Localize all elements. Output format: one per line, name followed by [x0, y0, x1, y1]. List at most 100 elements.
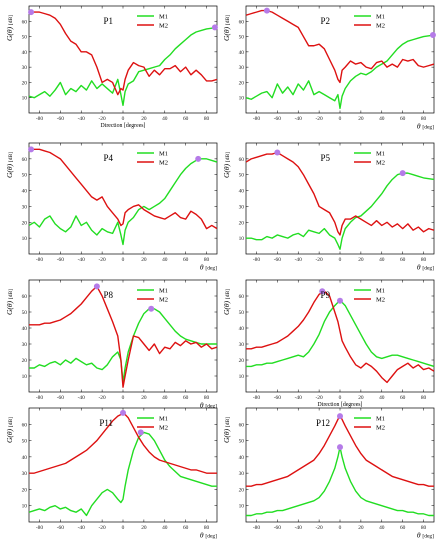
x-tick-label: 0 [339, 395, 342, 401]
y-axis-label: G(θ) [dB] [5, 152, 14, 178]
y-tick-label: 30 [239, 471, 245, 477]
y-tick-label: 10 [22, 96, 28, 102]
y-tick-label: 30 [239, 342, 245, 348]
y-tick-label: 30 [239, 204, 245, 210]
y-axis-label: G(θ) [dB] [5, 289, 14, 315]
series-line-m2 [246, 9, 434, 84]
x-tick-label: -20 [316, 257, 323, 263]
y-tick-label: 60 [239, 294, 245, 300]
y-tick-label: 60 [22, 294, 28, 300]
x-tick-label: -40 [78, 525, 85, 531]
legend-label-m2: M2 [376, 159, 385, 166]
y-tick-label: 40 [22, 455, 28, 461]
y-tick-label: 20 [239, 358, 245, 364]
y-axis-label: G(θ) [dB] [222, 417, 231, 443]
x-tick-label: -40 [78, 395, 85, 401]
y-tick-label: 20 [22, 487, 28, 493]
x-tick-label: 20 [141, 116, 147, 122]
series-line-m2 [29, 11, 217, 96]
y-tick-label: 50 [239, 310, 245, 316]
chart-title: P12 [316, 418, 330, 428]
x-tick-label: 40 [379, 257, 385, 263]
chart-title: P11 [99, 418, 113, 428]
y-axis-unit: [dB] [225, 15, 231, 25]
y-tick-label: 40 [22, 189, 28, 195]
peak-marker [28, 9, 35, 16]
y-tick-label: 40 [239, 189, 245, 195]
y-tick-label: 50 [22, 310, 28, 316]
x-axis-label: θ [deg] [417, 531, 434, 540]
y-tick-label: 40 [239, 455, 245, 461]
y-tick-label: 30 [22, 342, 28, 348]
x-tick-label: 0 [122, 116, 125, 122]
x-tick-label: 80 [204, 395, 210, 401]
chart-p12: -80 -60 -40 -20 0 20 40 60 80 10 20 30 40 50 60 G(θ) [d… [222, 407, 435, 540]
y-axis-unit: [dB] [8, 152, 14, 162]
y-axis-label: G(θ) [dB] [5, 417, 14, 443]
x-tick-label: 80 [204, 525, 210, 531]
x-tick-label: -20 [99, 395, 106, 401]
x-tick-label: -20 [316, 395, 323, 401]
legend-label-m1: M1 [159, 287, 168, 294]
x-tick-label: -60 [274, 116, 281, 122]
y-tick-label: 40 [239, 50, 245, 56]
y-tick-label: 30 [22, 65, 28, 71]
x-tick-label: 80 [421, 116, 427, 122]
chart-title: P5 [320, 153, 330, 163]
y-tick-label: 50 [239, 173, 245, 179]
x-tick-label: 20 [141, 257, 147, 263]
x-tick-label: 0 [339, 116, 342, 122]
series-line-m1 [246, 34, 434, 110]
peak-marker [274, 149, 281, 156]
y-tick-label: 50 [239, 35, 245, 41]
legend-label-m2: M2 [376, 22, 385, 29]
x-tick-label: 40 [162, 395, 168, 401]
x-tick-label: -40 [78, 116, 85, 122]
x-tick-label: -20 [316, 525, 323, 531]
y-tick-label: 60 [22, 157, 28, 163]
peak-marker [93, 283, 100, 290]
plot-frame [28, 407, 218, 523]
x-tick-label: -80 [36, 257, 43, 263]
y-tick-label: 10 [239, 96, 245, 102]
y-tick-label: 10 [239, 236, 245, 242]
peak-marker [337, 297, 343, 304]
peak-marker [28, 146, 35, 153]
x-tick-label: -40 [78, 257, 85, 263]
y-tick-label: 50 [239, 439, 245, 445]
legend-label-m1: M1 [376, 150, 385, 157]
x-tick-label: 20 [358, 257, 364, 263]
x-tick-label: 40 [162, 257, 168, 263]
chart-p5: -80 -60 -40 -20 0 20 40 60 80 10 20 30 40 50 60 G(θ) [d… [222, 142, 435, 272]
x-tick-label: -80 [253, 525, 260, 531]
y-axis-label: G(θ) [dB] [222, 289, 231, 315]
y-tick-label: 60 [239, 157, 245, 163]
y-axis-unit: [dB] [225, 289, 231, 299]
chart-p8: -80 -60 -40 -20 0 20 40 60 80 10 20 30 40 50 60 G(θ) [d… [5, 279, 218, 410]
x-tick-label: 60 [183, 257, 189, 263]
x-tick-label: -80 [36, 525, 43, 531]
series-line-m1 [29, 431, 217, 517]
x-tick-label: -20 [99, 257, 106, 263]
y-tick-label: 20 [22, 358, 28, 364]
chart-p1: -80 -60 -40 -20 0 20 40 60 80 10 20 30 40 50 60 G(θ) [d… [5, 5, 218, 129]
y-tick-label: 40 [239, 326, 245, 332]
x-tick-label: 80 [421, 525, 427, 531]
x-axis-label: θ [deg] [200, 263, 217, 272]
y-tick-label: 60 [22, 19, 28, 25]
peak-marker [148, 305, 155, 312]
x-tick-label: 40 [379, 525, 385, 531]
x-tick-label: -80 [253, 116, 260, 122]
x-tick-label: -40 [295, 395, 302, 401]
x-tick-label: -40 [295, 257, 302, 263]
legend-label-m2: M2 [376, 424, 385, 431]
y-axis-label: G(θ) [dB] [222, 152, 231, 178]
y-tick-label: 60 [239, 19, 245, 25]
series-line-m2 [29, 285, 217, 388]
peak-marker [399, 170, 406, 177]
x-tick-label: 20 [358, 525, 364, 531]
y-axis-unit: [dB] [8, 289, 14, 299]
chart-p9: -80 -60 -40 -20 0 20 40 60 80 10 20 30 40 50 60 G(θ) [d… [222, 279, 435, 408]
chart-title: P4 [103, 153, 113, 163]
